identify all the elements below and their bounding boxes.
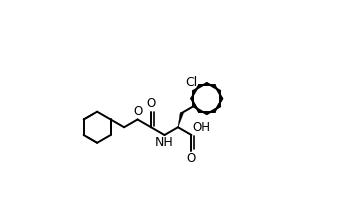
Polygon shape bbox=[178, 112, 183, 127]
Text: O: O bbox=[147, 97, 156, 110]
Text: OH: OH bbox=[193, 121, 211, 134]
Text: O: O bbox=[133, 105, 142, 118]
Text: Cl: Cl bbox=[185, 76, 197, 89]
Text: NH: NH bbox=[155, 136, 174, 149]
Text: O: O bbox=[187, 152, 196, 165]
